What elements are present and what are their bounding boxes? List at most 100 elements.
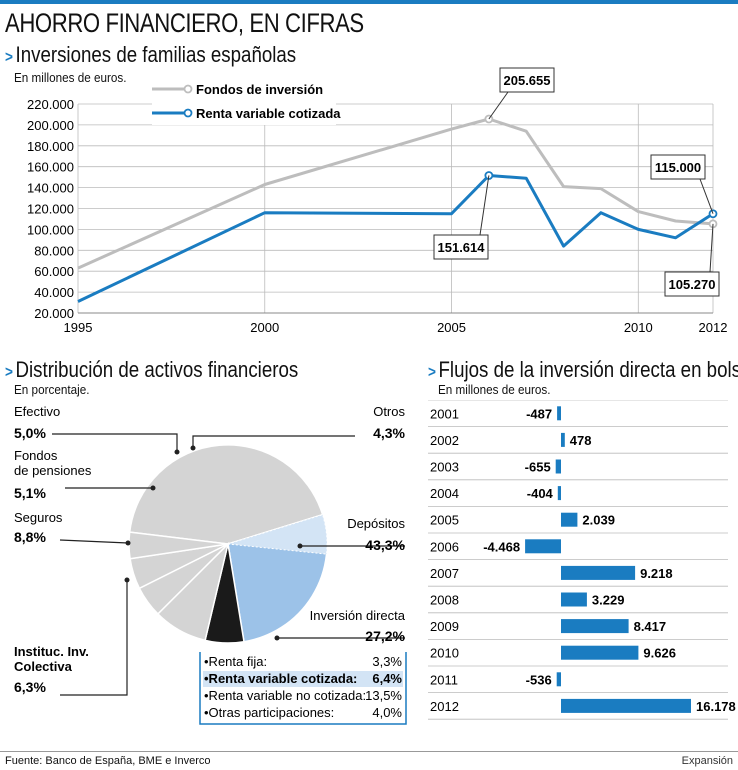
bar-category-label: 2011 [430,672,458,687]
annotation-label: 115.000 [655,160,701,175]
pie-slice-label: Seguros [14,510,63,525]
pie-slice [128,444,324,545]
bar-chart: 2001 -487 2002 478 2003 -655 2004 -404 2005 2.039… [428,400,736,720]
bar-category-label: 2003 [430,460,459,475]
bar-value-label: -655 [525,460,551,475]
bar [561,645,639,660]
pie-slice-label: Fondos de pensiones [14,448,92,478]
pie-slice-label-line: Fondos [14,448,58,463]
footer-source: Fuente: Banco de España, BME e Inverco [5,755,210,767]
breakdown-item-value: 13,5% [365,688,402,703]
pie-leader-dot [274,635,280,641]
footer: Fuente: Banco de España, BME e Inverco E… [0,751,738,770]
y-tick-label: 60.000 [34,264,74,279]
pie-slice-label: Instituc. Inv. Colectiva [14,644,89,674]
y-tick-label: 120.000 [27,202,74,217]
bar-category-label: 2001 [430,406,459,421]
bar [557,486,561,501]
pie-slice-value: 43,3% [365,537,405,553]
bar-value-label: 478 [570,433,592,448]
bar-category-label: 2009 [430,619,459,634]
pie-slice-label-line: Seguros [14,510,63,525]
pie-slice-label: Efectivo [14,404,60,419]
legend: Fondos de inversión Renta variable cotiza… [152,73,341,125]
annotation-label: 105.270 [669,277,716,292]
bar [561,512,578,527]
bar-value-label: -536 [526,672,552,687]
bar-value-label: 2.039 [582,513,615,528]
bar-value-label: -487 [526,406,552,421]
legend-marker [183,108,193,118]
breakdown-item-name: •Renta variable cotizada: [204,671,357,686]
bar-value-label: 16.178 [696,699,736,714]
bar [561,619,629,634]
bar [561,592,587,607]
legend-marker [183,84,193,94]
legend-background [152,73,336,125]
bar-category-label: 2006 [430,539,459,554]
section-arrow-icon: > [428,364,436,381]
bar-value-label: 8.417 [634,619,667,634]
bar-category-label: 2007 [430,566,459,581]
pie-slice-value: 4,3% [373,425,405,441]
pie-leader-line [52,433,178,452]
breakdown-item-name: •Renta fija: [204,654,267,669]
y-tick-label: 180.000 [27,139,74,154]
pie-leader-dot [125,540,131,546]
pie-leader-dot [150,485,156,491]
legend-label: Fondos de inversión [196,82,323,97]
x-tick-label: 1995 [64,320,93,335]
line-section-units: En millones de euros. [14,70,127,85]
bar [561,565,636,580]
pie-leader-dot [190,445,196,451]
pie-slice-value: 8,8% [14,529,46,545]
y-tick-label: 40.000 [34,285,74,300]
annotation-box [433,234,489,260]
breakdown-box [199,652,407,725]
pie-leader-dot [297,543,303,549]
page-title: AHORRO FINANCIERO, EN CIFRAS [5,8,364,38]
breakdown-item-name: •Renta variable no cotizada: [204,688,366,703]
footer-brand: Expansión [681,755,733,767]
annotation-box [650,154,706,180]
series-line-renta [77,174,714,303]
y-tick-label: 20.000 [34,306,74,321]
pie-slice-label-line: Colectiva [14,659,73,674]
bar-value-label: -404 [527,486,554,501]
pie-chart: Depósitos 43,3% Inversión directa 27,2% Inst… [14,404,407,725]
pie-slice-value: 6,3% [14,679,46,695]
pie-slice-value: 5,1% [14,485,46,501]
annotation-leader [488,91,509,120]
pie-leader-line [192,435,355,448]
top-accent-line [0,0,738,4]
bar [525,539,561,554]
pie-slice [128,531,229,560]
bar-category-label: 2005 [430,513,459,528]
pie-leader-line [60,580,128,696]
bar-value-label: -4.468 [483,539,520,554]
breakdown-item-name: •Otras participaciones: [204,705,334,720]
bar-category-label: 2010 [430,646,459,661]
bar-value-label: 3.229 [592,593,625,608]
pie-leader-line [59,539,129,544]
breakdown-item-value: 6,4% [372,671,402,686]
breakdown-item-value: 3,3% [372,654,402,669]
y-tick-label: 220.000 [27,97,74,112]
bar [555,459,561,474]
x-tick-label: 2005 [437,320,466,335]
pie-slice-label: Inversión directa [310,608,406,623]
bar-category-label: 2008 [430,593,459,608]
section-arrow-icon: > [5,364,13,381]
breakdown-item-value: 4,0% [372,705,402,720]
pie-slice-label-line: Instituc. Inv. [14,644,89,659]
annotation-leader [709,223,714,273]
y-tick-label: 160.000 [27,160,74,175]
bar-value-label: 9.626 [643,646,676,661]
bar-category-label: 2012 [430,699,459,714]
pie-subslice-renta-variable-cotizada [227,514,328,555]
annotation-label: 151.614 [438,240,486,255]
y-tick-label: 80.000 [34,243,74,258]
annotation-leader [479,175,490,236]
bar-category-label: 2004 [430,486,459,501]
pie-slice-label-line: de pensiones [14,463,92,478]
